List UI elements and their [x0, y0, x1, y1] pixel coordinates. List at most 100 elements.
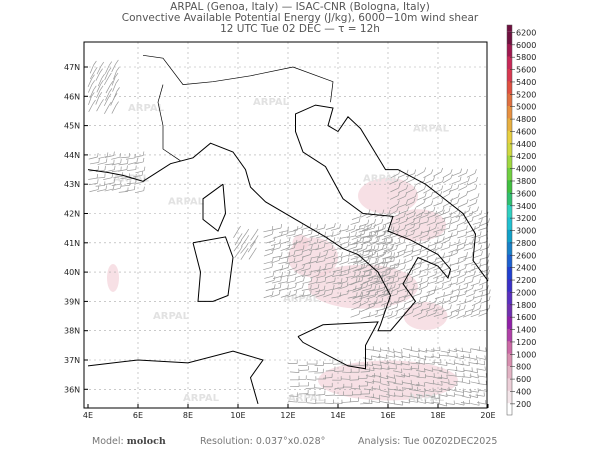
wind-barb — [88, 80, 96, 93]
wind-barb — [433, 283, 444, 292]
wind-barb — [339, 242, 350, 250]
wind-barb — [410, 223, 421, 232]
wind-barb — [278, 284, 289, 291]
wind-barb — [293, 229, 304, 237]
wind-barb — [366, 285, 377, 293]
wind-barb — [450, 305, 461, 313]
wind-barb — [271, 276, 282, 284]
wind-barb — [478, 259, 489, 267]
wind-barb — [441, 296, 452, 305]
wind-barb — [234, 233, 243, 246]
lon-label: 14E — [330, 411, 345, 420]
wind-barb — [316, 375, 327, 380]
wind-barb — [382, 310, 393, 319]
wind-barb — [368, 252, 379, 259]
wind-barb — [465, 270, 476, 278]
wind-barb — [323, 382, 333, 388]
wind-barb — [309, 283, 320, 291]
wind-barb — [351, 232, 362, 240]
wind-barb — [480, 289, 491, 297]
wind-barb — [415, 208, 426, 217]
wind-barb — [468, 393, 479, 398]
wind-barb — [349, 375, 360, 381]
wind-barb — [386, 378, 397, 383]
wind-barb — [289, 368, 300, 373]
wind-barb — [349, 397, 359, 403]
colorbar-label: 5600 — [516, 66, 536, 75]
wind-barb — [350, 310, 361, 318]
wind-barb — [416, 367, 426, 373]
wind-barb — [120, 153, 130, 159]
wind-barb — [425, 392, 436, 398]
wind-barb — [363, 252, 374, 259]
wind-barb — [355, 263, 366, 271]
wind-barb — [370, 394, 381, 400]
wind-barb — [309, 271, 320, 279]
wind-barb — [423, 184, 434, 194]
wind-barb — [417, 296, 428, 305]
wind-barb — [439, 369, 449, 374]
lat-label: 43N — [64, 180, 80, 189]
wind-barb — [395, 258, 406, 266]
wind-barb — [285, 243, 296, 251]
wind-barb — [353, 237, 364, 245]
colorbar-swatch — [507, 340, 512, 354]
france-italy-border — [157, 84, 181, 162]
wind-barb — [465, 305, 475, 313]
wind-barb — [471, 304, 482, 313]
wind-barb — [89, 158, 100, 165]
wind-barb — [324, 399, 334, 404]
wind-barb — [431, 359, 442, 364]
wind-barb — [325, 366, 336, 372]
wind-barb — [297, 375, 307, 381]
wind-barb — [460, 206, 471, 216]
wind-barb — [404, 229, 415, 238]
wind-barb — [370, 398, 381, 404]
wind-barb — [402, 346, 413, 351]
lat-label: 41N — [64, 239, 80, 248]
wind-barb — [104, 72, 112, 85]
lat-label: 45N — [64, 122, 80, 131]
wind-barb — [370, 285, 380, 292]
wind-barb — [330, 224, 341, 231]
wind-barb — [332, 257, 343, 265]
wind-barb — [425, 304, 436, 312]
wind-barb — [323, 289, 334, 298]
wind-barb — [113, 66, 120, 80]
wind-barb — [323, 359, 334, 364]
wind-barb — [448, 230, 459, 238]
wind-barb — [105, 165, 116, 173]
wind-barb — [463, 243, 474, 251]
lon-label: 4E — [83, 411, 93, 420]
wind-barb — [411, 283, 422, 291]
wind-barb — [299, 381, 309, 387]
wind-barb — [451, 176, 462, 185]
wind-barb — [430, 394, 440, 400]
wind-barb — [418, 251, 429, 259]
wind-barb — [308, 360, 318, 365]
wind-barb — [105, 88, 113, 101]
wind-barb — [104, 61, 113, 74]
title-line-2: Convective Available Potential Energy (J… — [121, 12, 479, 24]
wind-barb — [360, 237, 371, 245]
wind-barb — [424, 367, 434, 372]
wind-barb — [420, 304, 431, 311]
lat-label: 44N — [64, 151, 80, 160]
wind-barb — [440, 243, 451, 251]
wind-barb — [308, 367, 318, 373]
wind-barb — [400, 360, 410, 366]
resolution-info: Resolution: 0.037°x0.028° — [200, 436, 326, 447]
wind-barb — [310, 252, 321, 259]
wind-barb — [464, 295, 475, 304]
wind-barb — [430, 346, 441, 352]
wind-barb — [449, 192, 460, 201]
colorbar-swatch — [507, 353, 512, 366]
wind-barb — [448, 278, 459, 286]
colorbar-swatch — [507, 167, 512, 181]
colorbar-label: 4400 — [516, 140, 536, 149]
wind-barb — [402, 365, 413, 371]
wind-barb — [297, 398, 307, 403]
wind-barb — [375, 277, 386, 286]
sardinia-coast — [192, 236, 234, 302]
wind-barb — [358, 282, 369, 291]
